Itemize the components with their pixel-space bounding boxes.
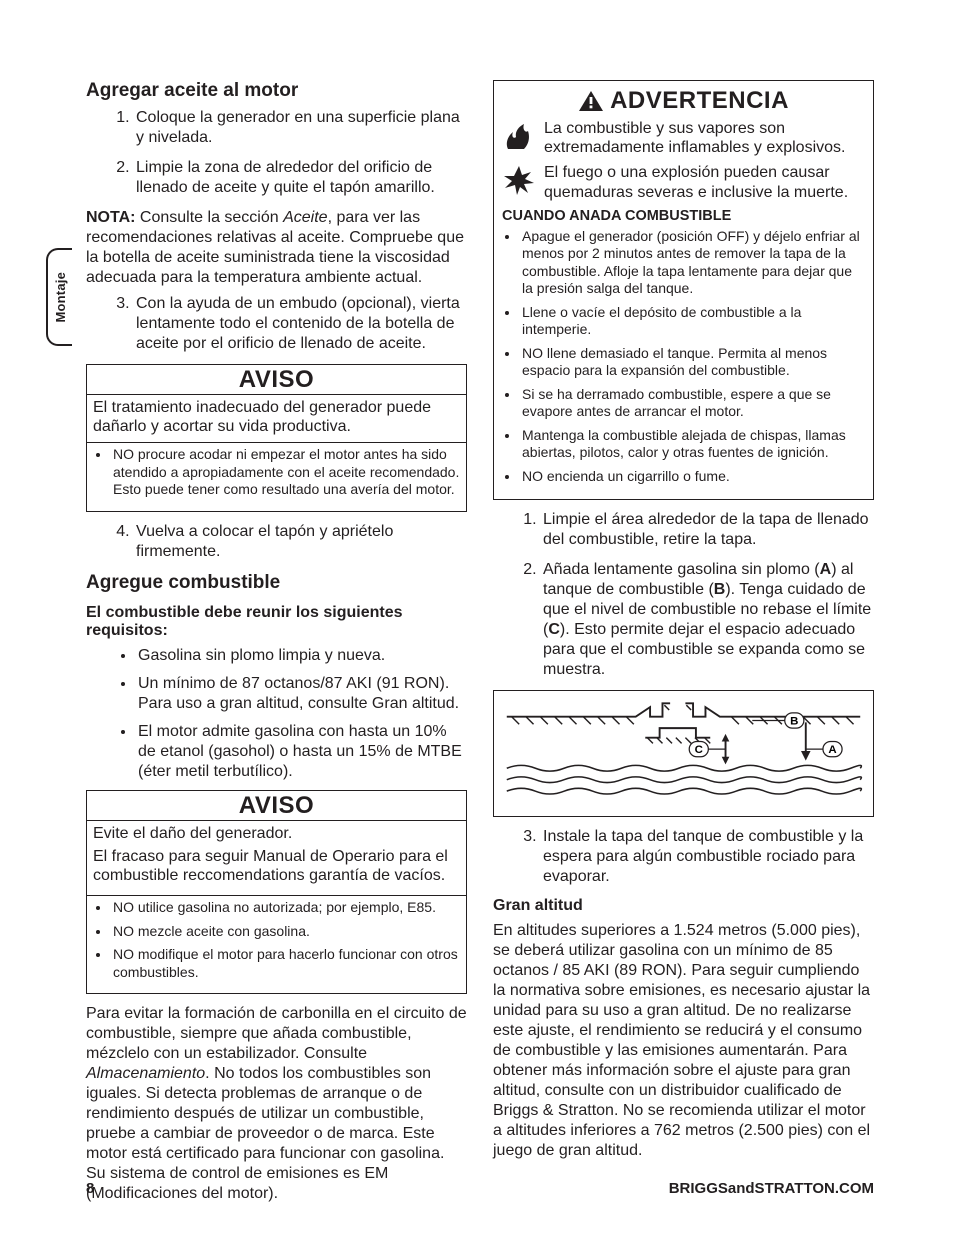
nota-paragraph: NOTA: Consulte la sección Aceite, para v… — [86, 208, 467, 288]
warn-bullet-1: Apague el generador (posición OFF) y déj… — [520, 228, 865, 298]
nota-label: NOTA: — [86, 209, 135, 226]
heading-add-fuel: Agregue combustible — [86, 572, 467, 594]
fuel-steps-1-2: Limpie el área alrededor de la tapa de l… — [493, 510, 874, 680]
page-number: 8 — [86, 1180, 94, 1197]
warn-bullet-6: NO encienda un cigarrillo o fume. — [520, 468, 865, 486]
aviso2-lead: Evite el daño del generador. El fracaso … — [87, 821, 466, 897]
oil-step-3: Con la ayuda de un embudo (opcional), vi… — [134, 294, 467, 354]
fuel-stabilizer-paragraph: Para evitar la formación de carbonilla e… — [86, 1004, 467, 1204]
warning-bullets: Apague el generador (posición OFF) y déj… — [502, 228, 865, 486]
oil-step-1: Coloque la generador en una superficie p… — [134, 108, 467, 148]
aviso-box-2: AVISO Evite el daño del generador. El fr… — [86, 790, 467, 995]
fuel-requirements-lead: El combustible debe reunir los siguiente… — [86, 604, 467, 640]
warning-subhead: CUANDO ANADA COMBUSTIBLE — [502, 208, 865, 224]
aviso2-title: AVISO — [87, 791, 466, 821]
diagram-label-a: A — [828, 744, 836, 756]
heading-add-oil: Agregar aceite al motor — [86, 80, 467, 102]
aviso1-bullet-1: NO procure acodar ni empezar el motor an… — [111, 446, 460, 499]
warning-box: ADVERTENCIA La combustible y sus vapores… — [493, 80, 874, 500]
aviso2-bullets: NO utilice gasolina no autorizada; por e… — [93, 899, 460, 981]
section-tab-label: Montaje — [53, 272, 68, 323]
warning-title: ADVERTENCIA — [502, 87, 865, 115]
diagram-label-c: C — [695, 744, 703, 756]
fuel-steps-3: Instale la tapa del tanque de combustibl… — [493, 827, 874, 887]
aviso-box-1: AVISO El tratamiento inadecuado del gene… — [86, 364, 467, 512]
aviso1-bullets: NO procure acodar ni empezar el motor an… — [93, 446, 460, 499]
warn-text-1: La combustible y sus vapores son extrema… — [544, 119, 865, 157]
warn-bullet-5: Mantenga la combustible alejada de chisp… — [520, 427, 865, 462]
diagram-svg: B A C — [502, 697, 865, 807]
oil-steps-4: Vuelva a colocar el tapón y apriételo fi… — [86, 522, 467, 562]
oil-step-2: Limpie la zona de alrededor del orificio… — [134, 158, 467, 198]
right-column: ADVERTENCIA La combustible y sus vapores… — [493, 80, 874, 1210]
oil-steps-3: Con la ayuda de un embudo (opcional), vi… — [86, 294, 467, 354]
warning-triangle-icon — [578, 90, 604, 112]
footer-site: BRIGGSandSTRATTON.COM — [669, 1180, 874, 1197]
fuel-req-2: Un mínimo de 87 octanos/87 AKI (91 RON).… — [136, 674, 467, 714]
aviso2-bullet-1: NO utilice gasolina no autorizada; por e… — [111, 899, 460, 917]
oil-step-4: Vuelva a colocar el tapón y apriételo fi… — [134, 522, 467, 562]
fuel-req-1: Gasolina sin plomo limpia y nueva. — [136, 646, 467, 666]
heading-high-altitude: Gran altitud — [493, 897, 874, 915]
fuel-step-3: Instale la tapa del tanque de combustibl… — [541, 827, 874, 887]
fire-icon — [502, 119, 536, 153]
high-altitude-paragraph: En altitudes superiores a 1.524 metros (… — [493, 921, 874, 1161]
aviso2-bullet-3: NO modifique el motor para hacerlo funci… — [111, 946, 460, 981]
fuel-req-3: El motor admite gasolina con hasta un 10… — [136, 722, 467, 782]
aviso2-bullet-2: NO mezcle aceite con gasolina. — [111, 923, 460, 941]
diagram-label-b: B — [790, 716, 798, 728]
warn-bullet-3: NO llene demasiado el tanque. Permita al… — [520, 345, 865, 380]
aviso1-title: AVISO — [87, 365, 466, 395]
explosion-icon — [502, 163, 536, 197]
oil-steps-1-2: Coloque la generador en una superficie p… — [86, 108, 467, 198]
warn-bullet-2: Llene o vacíe el depósito de combustible… — [520, 304, 865, 339]
fuel-step-1: Limpie el área alrededor de la tapa de l… — [541, 510, 874, 550]
aviso1-lead: El tratamiento inadecuado del generador … — [87, 395, 466, 443]
fuel-requirements-list: Gasolina sin plomo limpia y nueva. Un mí… — [86, 646, 467, 782]
warn-bullet-4: Si se ha derramado combustible, espere a… — [520, 386, 865, 421]
fuel-step-2: Añada lentamente gasolina sin plomo (A) … — [541, 560, 874, 680]
section-tab: Montaje — [46, 248, 72, 346]
fuel-tank-diagram: B A C — [493, 690, 874, 817]
warn-text-2: El fuego o una explosión pueden causar q… — [544, 163, 865, 201]
left-column: Agregar aceite al motor Coloque la gener… — [86, 80, 467, 1210]
